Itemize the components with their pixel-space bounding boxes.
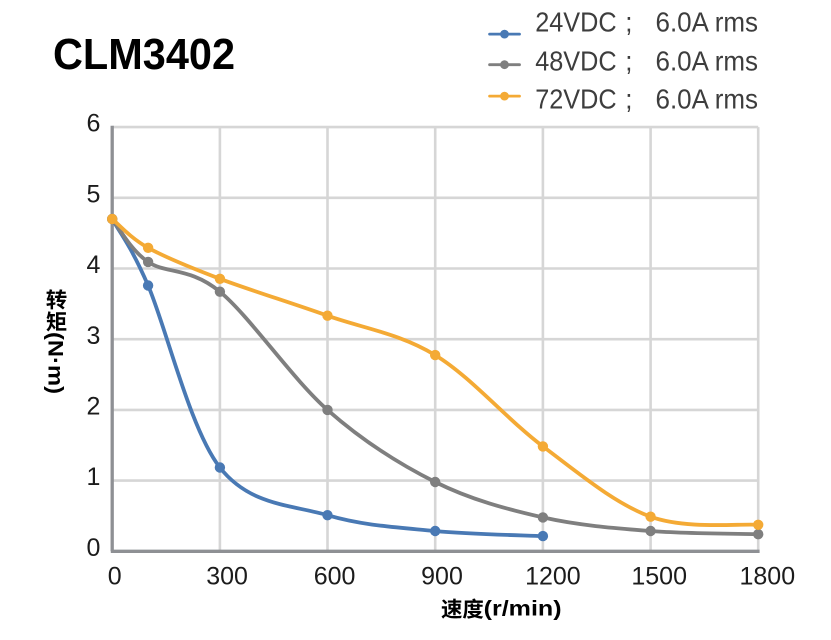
svg-text:0: 0 [108, 563, 122, 591]
svg-text:1800: 1800 [739, 563, 795, 591]
svg-text:600: 600 [314, 563, 356, 591]
svg-text:;: ; [625, 7, 632, 38]
svg-text:3: 3 [87, 322, 101, 350]
svg-text:6.0A rms: 6.0A rms [656, 84, 759, 115]
svg-text:6: 6 [87, 110, 101, 138]
svg-text:6.0A rms: 6.0A rms [656, 7, 759, 38]
svg-text:;: ; [625, 84, 632, 115]
svg-text:300: 300 [206, 563, 248, 591]
svg-text:;: ; [625, 46, 632, 77]
svg-text:4: 4 [87, 251, 101, 279]
svg-text:(r/min): (r/min) [484, 596, 562, 620]
svg-text:900: 900 [421, 563, 463, 591]
svg-text:5: 5 [87, 180, 101, 208]
svg-text:(N·m): (N·m) [44, 332, 67, 394]
svg-text:6.0A rms: 6.0A rms [656, 46, 759, 77]
svg-text:2: 2 [87, 393, 101, 421]
svg-text:72VDC: 72VDC [535, 84, 616, 115]
svg-text:1500: 1500 [631, 563, 687, 591]
svg-text:CLM3402: CLM3402 [53, 30, 235, 79]
svg-text:1: 1 [87, 463, 101, 491]
svg-text:0: 0 [87, 534, 101, 562]
svg-text:48VDC: 48VDC [535, 46, 616, 77]
svg-text:1200: 1200 [525, 563, 581, 591]
svg-text:24VDC: 24VDC [535, 7, 616, 38]
